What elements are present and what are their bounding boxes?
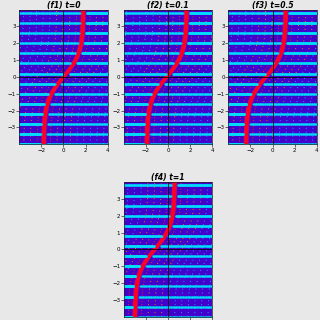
Title: (f1) t=0: (f1) t=0 [47,1,80,10]
Title: (f3) t=0.5: (f3) t=0.5 [252,1,293,10]
Title: (f4) t=1: (f4) t=1 [151,173,185,182]
Title: (f2) t=0.1: (f2) t=0.1 [147,1,189,10]
